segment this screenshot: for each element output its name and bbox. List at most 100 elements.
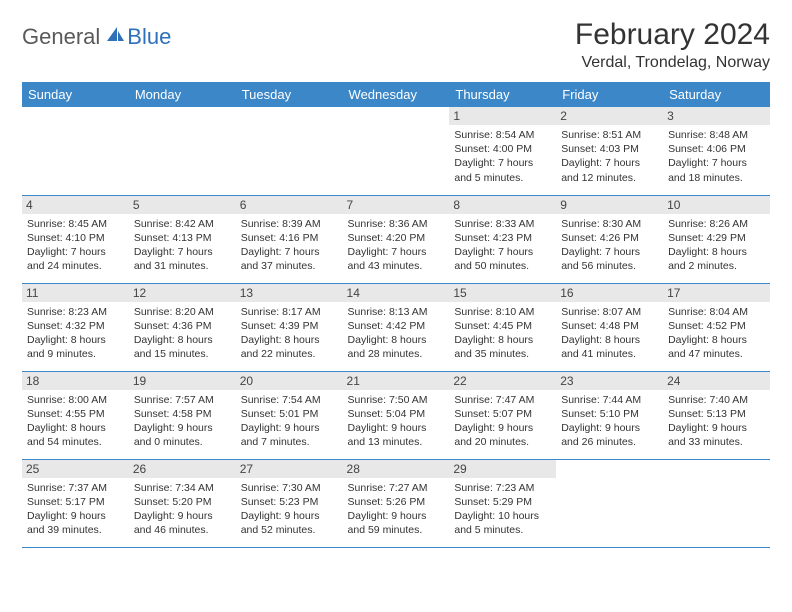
weekday-header-row: Sunday Monday Tuesday Wednesday Thursday…: [22, 82, 770, 107]
sunrise-text: Sunrise: 8:04 AM: [668, 305, 765, 319]
calendar-cell: 28 Sunrise: 7:27 AMSunset: 5:26 PMDayligh…: [343, 459, 450, 547]
sunset-text: Sunset: 4:32 PM: [27, 319, 124, 333]
day-number: 4: [22, 196, 129, 214]
sunrise-text: Sunrise: 7:23 AM: [454, 481, 551, 495]
daylight-text: and 46 minutes.: [134, 523, 231, 537]
calendar-cell: 20Sunrise: 7:54 AMSunset: 5:01 PMDayligh…: [236, 371, 343, 459]
daylight-text: and 22 minutes.: [241, 347, 338, 361]
logo: General Blue: [22, 24, 171, 50]
weekday-header: Wednesday: [343, 82, 450, 107]
day-number: 26: [129, 460, 236, 478]
logo-text-general: General: [22, 24, 100, 50]
daylight-text: Daylight: 7 hours: [134, 245, 231, 259]
daylight-text: Daylight: 7 hours: [27, 245, 124, 259]
title-block: February 2024 Verdal, Trondelag, Norway: [575, 18, 770, 72]
daylight-text: Daylight: 7 hours: [668, 156, 765, 170]
daylight-text: and 35 minutes.: [454, 347, 551, 361]
logo-text-blue: Blue: [127, 24, 171, 50]
daylight-text: and 2 minutes.: [668, 259, 765, 273]
sunset-text: Sunset: 4:20 PM: [348, 231, 445, 245]
month-title: February 2024: [575, 18, 770, 52]
sunset-text: Sunset: 4:26 PM: [561, 231, 658, 245]
calendar-cell: 6Sunrise: 8:39 AMSunset: 4:16 PMDaylight…: [236, 195, 343, 283]
sunrise-text: Sunrise: 8:13 AM: [348, 305, 445, 319]
sunset-text: Sunset: 5:04 PM: [348, 407, 445, 421]
calendar-row: 1Sunrise: 8:54 AMSunset: 4:00 PMDaylight…: [22, 107, 770, 195]
day-number: 24: [663, 372, 770, 390]
calendar-cell: 8Sunrise: 8:33 AMSunset: 4:23 PMDaylight…: [449, 195, 556, 283]
day-number: 28: [343, 460, 450, 478]
sunset-text: Sunset: 4:13 PM: [134, 231, 231, 245]
calendar-cell: 16Sunrise: 8:07 AMSunset: 4:48 PMDayligh…: [556, 283, 663, 371]
calendar-cell: 4Sunrise: 8:45 AMSunset: 4:10 PMDaylight…: [22, 195, 129, 283]
sunrise-text: Sunrise: 7:57 AM: [134, 393, 231, 407]
daylight-text: and 26 minutes.: [561, 435, 658, 449]
daylight-text: and 7 minutes.: [241, 435, 338, 449]
sunset-text: Sunset: 4:03 PM: [561, 142, 658, 156]
calendar-row: 11Sunrise: 8:23 AMSunset: 4:32 PMDayligh…: [22, 283, 770, 371]
daylight-text: Daylight: 8 hours: [134, 333, 231, 347]
daylight-text: and 39 minutes.: [27, 523, 124, 537]
daylight-text: Daylight: 7 hours: [454, 156, 551, 170]
sunset-text: Sunset: 5:26 PM: [348, 495, 445, 509]
daylight-text: Daylight: 8 hours: [668, 333, 765, 347]
sunrise-text: Sunrise: 7:47 AM: [454, 393, 551, 407]
calendar-cell: 3Sunrise: 8:48 AMSunset: 4:06 PMDaylight…: [663, 107, 770, 195]
sunrise-text: Sunrise: 7:27 AM: [348, 481, 445, 495]
sunset-text: Sunset: 5:23 PM: [241, 495, 338, 509]
daylight-text: and 12 minutes.: [561, 171, 658, 185]
calendar-cell: [343, 107, 450, 195]
day-number: 8: [449, 196, 556, 214]
day-number: 7: [343, 196, 450, 214]
sunrise-text: Sunrise: 8:42 AM: [134, 217, 231, 231]
daylight-text: Daylight: 7 hours: [348, 245, 445, 259]
sunrise-text: Sunrise: 7:37 AM: [27, 481, 124, 495]
daylight-text: Daylight: 7 hours: [561, 245, 658, 259]
sunrise-text: Sunrise: 8:23 AM: [27, 305, 124, 319]
daylight-text: and 24 minutes.: [27, 259, 124, 273]
calendar-row: 4Sunrise: 8:45 AMSunset: 4:10 PMDaylight…: [22, 195, 770, 283]
daylight-text: Daylight: 8 hours: [454, 333, 551, 347]
daylight-text: Daylight: 9 hours: [348, 421, 445, 435]
sunset-text: Sunset: 5:07 PM: [454, 407, 551, 421]
day-number: 27: [236, 460, 343, 478]
calendar-cell: 18Sunrise: 8:00 AMSunset: 4:55 PMDayligh…: [22, 371, 129, 459]
daylight-text: and 15 minutes.: [134, 347, 231, 361]
daylight-text: and 31 minutes.: [134, 259, 231, 273]
sunset-text: Sunset: 5:29 PM: [454, 495, 551, 509]
daylight-text: Daylight: 8 hours: [668, 245, 765, 259]
sunset-text: Sunset: 5:01 PM: [241, 407, 338, 421]
daylight-text: and 5 minutes.: [454, 523, 551, 537]
calendar-cell: 14Sunrise: 8:13 AMSunset: 4:42 PMDayligh…: [343, 283, 450, 371]
calendar-cell: 29Sunrise: 7:23 AMSunset: 5:29 PMDayligh…: [449, 459, 556, 547]
day-number: 22: [449, 372, 556, 390]
day-number: 15: [449, 284, 556, 302]
sunrise-text: Sunrise: 8:17 AM: [241, 305, 338, 319]
calendar-cell: 26Sunrise: 7:34 AMSunset: 5:20 PMDayligh…: [129, 459, 236, 547]
sunrise-text: Sunrise: 8:51 AM: [561, 128, 658, 142]
day-number: 2: [556, 107, 663, 125]
daylight-text: and 41 minutes.: [561, 347, 658, 361]
day-number: 18: [22, 372, 129, 390]
sunset-text: Sunset: 4:45 PM: [454, 319, 551, 333]
sunrise-text: Sunrise: 8:39 AM: [241, 217, 338, 231]
logo-sail-icon: [105, 25, 125, 48]
daylight-text: Daylight: 9 hours: [241, 421, 338, 435]
daylight-text: Daylight: 9 hours: [134, 421, 231, 435]
calendar-cell: 7 Sunrise: 8:36 AMSunset: 4:20 PMDaylight…: [343, 195, 450, 283]
daylight-text: Daylight: 8 hours: [561, 333, 658, 347]
sunrise-text: Sunrise: 7:44 AM: [561, 393, 658, 407]
calendar-cell: 15Sunrise: 8:10 AMSunset: 4:45 PMDayligh…: [449, 283, 556, 371]
sunrise-text: Sunrise: 8:36 AM: [348, 217, 445, 231]
calendar-cell: 19Sunrise: 7:57 AMSunset: 4:58 PMDayligh…: [129, 371, 236, 459]
daylight-text: Daylight: 9 hours: [348, 509, 445, 523]
day-number: 23: [556, 372, 663, 390]
sunset-text: Sunset: 5:10 PM: [561, 407, 658, 421]
sunset-text: Sunset: 4:55 PM: [27, 407, 124, 421]
weekday-header: Sunday: [22, 82, 129, 107]
calendar-cell: 22Sunrise: 7:47 AMSunset: 5:07 PMDayligh…: [449, 371, 556, 459]
weekday-header: Thursday: [449, 82, 556, 107]
daylight-text: Daylight: 10 hours: [454, 509, 551, 523]
daylight-text: and 33 minutes.: [668, 435, 765, 449]
sunset-text: Sunset: 4:52 PM: [668, 319, 765, 333]
